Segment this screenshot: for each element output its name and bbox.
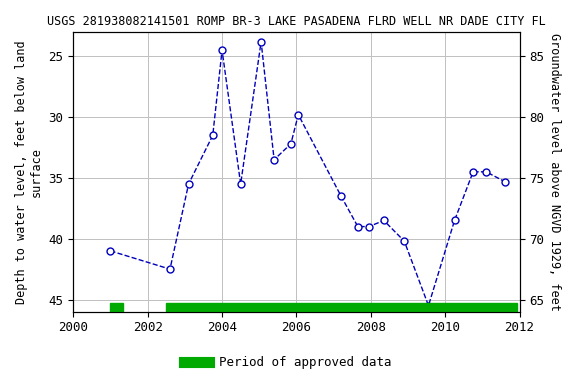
Y-axis label: Groundwater level above NGVD 1929, feet: Groundwater level above NGVD 1929, feet — [548, 33, 561, 311]
Bar — [166, 303, 517, 312]
Title: USGS 281938082141501 ROMP BR-3 LAKE PASADENA FLRD WELL NR DADE CITY FL: USGS 281938082141501 ROMP BR-3 LAKE PASA… — [47, 15, 546, 28]
Legend: Period of approved data: Period of approved data — [179, 351, 397, 374]
Y-axis label: Depth to water level, feet below land
surface: Depth to water level, feet below land su… — [15, 40, 43, 304]
Bar — [111, 303, 123, 312]
